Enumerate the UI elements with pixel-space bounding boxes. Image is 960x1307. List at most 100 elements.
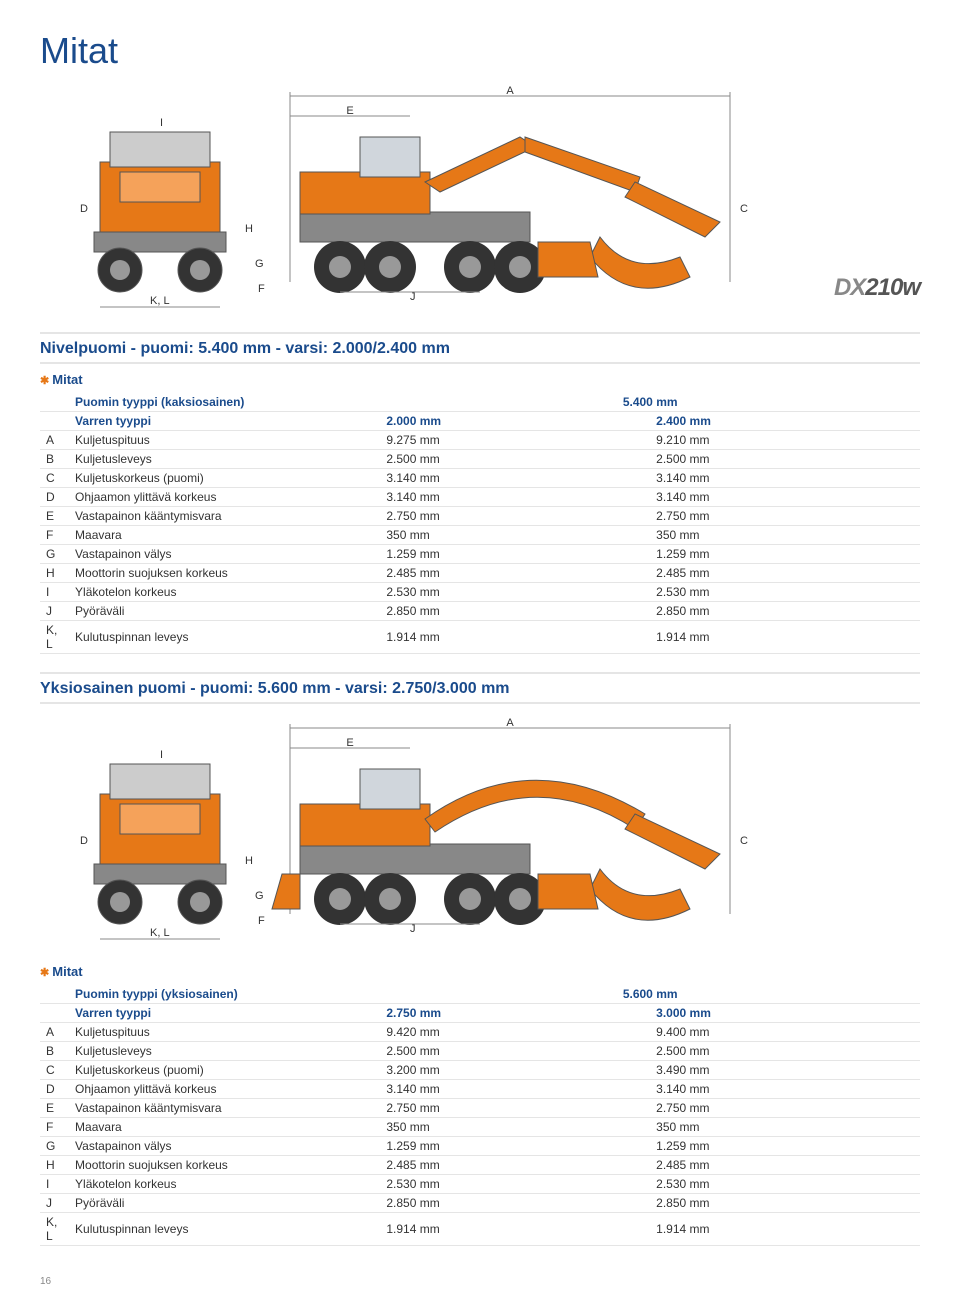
row-v1: 3.200 mm: [380, 1061, 650, 1080]
table-row: DOhjaamon ylittävä korkeus3.140 mm3.140 …: [40, 488, 920, 507]
table-row: JPyöräväli2.850 mm2.850 mm: [40, 1194, 920, 1213]
svg-text:F: F: [258, 915, 265, 927]
row-v1: 1.914 mm: [380, 621, 650, 654]
svg-text:F: F: [258, 283, 265, 295]
svg-text:G: G: [255, 890, 264, 902]
svg-text:C: C: [740, 835, 748, 847]
row-label: Kuljetuspituus: [69, 1023, 380, 1042]
section2-title: Yksiosainen puomi - puomi: 5.600 mm - va…: [40, 672, 920, 704]
row-v2: 350 mm: [650, 1118, 920, 1137]
row-label: Yläkotelon korkeus: [69, 1175, 380, 1194]
excavator-diagram-2: A E D I H G F K, L B: [40, 714, 920, 944]
row-label: Vastapainon kääntymisvara: [69, 507, 380, 526]
boom-type-value: 5.400 mm: [380, 393, 920, 412]
row-label: Yläkotelon korkeus: [69, 583, 380, 602]
row-code: G: [40, 1137, 69, 1156]
svg-text:J: J: [410, 291, 416, 303]
table-row: K, LKulutuspinnan leveys1.914 mm1.914 mm: [40, 621, 920, 654]
row-label: Pyöräväli: [69, 1194, 380, 1213]
table-row: GVastapainon välys1.259 mm1.259 mm: [40, 545, 920, 564]
table-row: K, LKulutuspinnan leveys1.914 mm1.914 mm: [40, 1213, 920, 1246]
row-code: K, L: [40, 621, 69, 654]
row-v2: 350 mm: [650, 526, 920, 545]
row-v2: 2.500 mm: [650, 450, 920, 469]
row-code: H: [40, 1156, 69, 1175]
table-row: HMoottorin suojuksen korkeus2.485 mm2.48…: [40, 564, 920, 583]
row-v2: 3.140 mm: [650, 488, 920, 507]
row-label: Maavara: [69, 526, 380, 545]
row-v2: 1.914 mm: [650, 621, 920, 654]
row-v2: 2.850 mm: [650, 602, 920, 621]
row-label: Vastapainon välys: [69, 1137, 380, 1156]
row-label: Vastapainon välys: [69, 545, 380, 564]
table-row: EVastapainon kääntymisvara2.750 mm2.750 …: [40, 507, 920, 526]
diagram-2: A E D I H G F K, L B: [40, 714, 920, 944]
row-code: G: [40, 545, 69, 564]
row-v2: 2.485 mm: [650, 564, 920, 583]
svg-text:H: H: [245, 855, 253, 867]
row-code: D: [40, 488, 69, 507]
row-v1: 2.485 mm: [380, 564, 650, 583]
boom-type-label: Puomin tyyppi (yksiosainen): [69, 985, 380, 1004]
row-v2: 9.210 mm: [650, 431, 920, 450]
table-row: HMoottorin suojuksen korkeus2.485 mm2.48…: [40, 1156, 920, 1175]
row-label: Kuljetuspituus: [69, 431, 380, 450]
table-row: EVastapainon kääntymisvara2.750 mm2.750 …: [40, 1099, 920, 1118]
row-v1: 9.275 mm: [380, 431, 650, 450]
row-v1: 2.530 mm: [380, 583, 650, 602]
boom-type-value: 5.600 mm: [380, 985, 920, 1004]
row-code: H: [40, 564, 69, 583]
row-label: Ohjaamon ylittävä korkeus: [69, 488, 380, 507]
spec-table-2: Puomin tyyppi (yksiosainen)5.600 mmVarre…: [40, 985, 920, 1246]
row-v2: 3.140 mm: [650, 469, 920, 488]
row-v2: 9.400 mm: [650, 1023, 920, 1042]
row-code: B: [40, 450, 69, 469]
row-v2: 3.140 mm: [650, 1080, 920, 1099]
table-row: CKuljetuskorkeus (puomi)3.200 mm3.490 mm: [40, 1061, 920, 1080]
row-v2: 2.750 mm: [650, 507, 920, 526]
row-v2: 1.259 mm: [650, 1137, 920, 1156]
section2-sub: Mitat: [40, 964, 920, 979]
row-v1: 3.140 mm: [380, 488, 650, 507]
arm-col2: 2.400 mm: [650, 412, 920, 431]
row-v1: 2.850 mm: [380, 602, 650, 621]
table-row: FMaavara350 mm350 mm: [40, 526, 920, 545]
svg-text:G: G: [255, 258, 264, 270]
row-code: D: [40, 1080, 69, 1099]
model-logo: DX210w: [834, 274, 920, 302]
svg-text:A: A: [506, 85, 514, 97]
svg-text:B: B: [158, 311, 165, 312]
row-code: J: [40, 602, 69, 621]
row-v1: 2.750 mm: [380, 507, 650, 526]
row-label: Moottorin suojuksen korkeus: [69, 564, 380, 583]
svg-text:K, L: K, L: [150, 295, 170, 307]
row-v2: 2.750 mm: [650, 1099, 920, 1118]
svg-text:I: I: [160, 117, 163, 129]
spec-table-1: Puomin tyyppi (kaksiosainen)5.400 mmVarr…: [40, 393, 920, 654]
table-row: BKuljetusleveys2.500 mm2.500 mm: [40, 1042, 920, 1061]
row-code: C: [40, 469, 69, 488]
page-title: Mitat: [40, 30, 920, 72]
row-v1: 2.530 mm: [380, 1175, 650, 1194]
arm-type-label: Varren tyyppi: [69, 412, 380, 431]
row-v1: 3.140 mm: [380, 1080, 650, 1099]
row-v2: 2.530 mm: [650, 583, 920, 602]
svg-text:D: D: [80, 203, 88, 215]
row-code: E: [40, 507, 69, 526]
arm-col2: 3.000 mm: [650, 1004, 920, 1023]
row-label: Vastapainon kääntymisvara: [69, 1099, 380, 1118]
row-label: Kuljetusleveys: [69, 450, 380, 469]
row-v1: 1.914 mm: [380, 1213, 650, 1246]
row-v1: 2.500 mm: [380, 1042, 650, 1061]
row-v2: 3.490 mm: [650, 1061, 920, 1080]
row-v1: 1.259 mm: [380, 1137, 650, 1156]
svg-text:D: D: [80, 835, 88, 847]
row-code: F: [40, 526, 69, 545]
row-code: I: [40, 583, 69, 602]
svg-text:E: E: [346, 737, 353, 749]
row-v1: 2.850 mm: [380, 1194, 650, 1213]
diagram-1: A E D I H G F K, L B: [40, 82, 920, 312]
row-label: Ohjaamon ylittävä korkeus: [69, 1080, 380, 1099]
row-label: Kulutuspinnan leveys: [69, 621, 380, 654]
section1-title: Nivelpuomi - puomi: 5.400 mm - varsi: 2.…: [40, 332, 920, 364]
